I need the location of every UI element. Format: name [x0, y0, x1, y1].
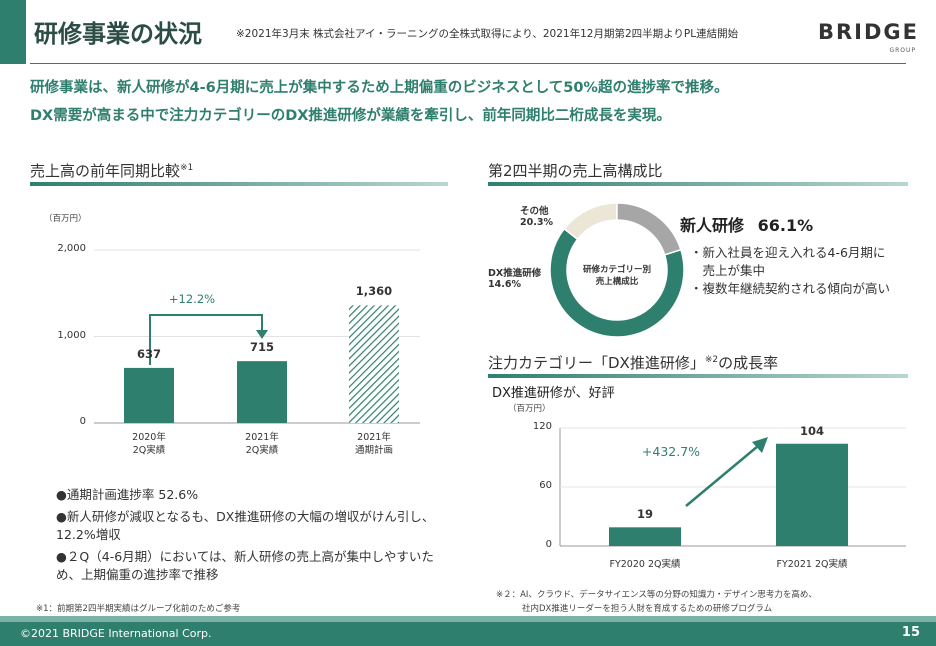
donut-label-other: その他 20.3%	[520, 203, 553, 228]
dx-growth-subtitle: DX推進研修が、好評	[492, 386, 615, 401]
donut-label-dx-name: DX推進研修	[488, 268, 542, 279]
left-unit-label: （百万円）	[44, 214, 87, 224]
right-unit-label: （百万円）	[508, 404, 551, 414]
lead-line-1: 研修事業は、新人研修が4-6月期に売上が集中するため上期偏重のビジネスとして50…	[30, 80, 729, 96]
right-top-bullets: ・新入社員を迎え入れる4-6月期に 売上が集中 ・複数年継続契約される傾向が高い	[690, 244, 920, 298]
right-bar-value-label: 104	[799, 423, 824, 438]
right-bar	[776, 443, 848, 546]
donut-center-line-1: 研修カテゴリー別	[582, 265, 651, 275]
main-segment-pct: 66.1%	[757, 216, 814, 235]
donut-slice	[616, 202, 682, 256]
left-growth-label: +12.2%	[168, 292, 216, 306]
sales-comparison-title-sup: ※1	[180, 163, 194, 173]
right-y-tick-label: 0	[545, 539, 552, 550]
left-x-tick-line: 2Q実績	[132, 445, 166, 456]
donut-slice	[563, 202, 618, 241]
dx-growth-title-sup: ※2	[704, 355, 719, 365]
footer-accent-strip	[0, 616, 936, 622]
left-x-tick-label: 2021年通期計画	[329, 431, 419, 457]
left-bullet-1: ●通期計画進捗率 52.6%	[56, 487, 199, 502]
left-x-tick-line: 2021年	[357, 432, 391, 443]
logo-sub-text: GROUP	[889, 47, 916, 54]
dx-growth-title-text: 注力カテゴリー「DX推進研修」	[488, 354, 705, 372]
left-bar-value-label: 715	[249, 340, 274, 355]
left-y-tick-label: 1,000	[57, 329, 86, 341]
page-title: 研修事業の状況	[34, 20, 202, 48]
growth-bracket	[149, 314, 263, 365]
left-bullet-2: ●新人研修が減収となるも、DX推進研修の大幅の増収がけん引し、12.2%増収	[56, 509, 435, 542]
left-bar	[124, 367, 174, 423]
bridge-logo: BRIDGE GROUP	[818, 20, 918, 56]
left-x-tick-line: 通期計画	[354, 445, 393, 456]
left-bullet-3: ●２Q（4-6月期）においては、新人研修の売上高が集中しやすいため、上期偏重の進…	[56, 549, 434, 582]
right-growth-label: +432.7%	[641, 444, 701, 459]
footer	[0, 622, 936, 646]
sales-comparison-title-text: 売上高の前年同期比較	[30, 162, 181, 180]
left-y-tick-label: 0	[79, 416, 86, 427]
page-number: 15	[901, 625, 920, 640]
donut-label-dx: DX推進研修 14.6%	[488, 265, 541, 290]
sales-comparison-title: 売上高の前年同期比較※1	[30, 160, 193, 181]
left-bullets: ●通期計画進捗率 52.6% ●新人研修が減収となるも、DX推進研修の大幅の増収…	[56, 486, 446, 584]
left-bar-value-label: 1,360	[355, 284, 393, 299]
composition-title: 第2四半期の売上高構成比	[488, 162, 663, 180]
donut-label-other-name: その他	[520, 206, 549, 217]
logo-main-text: BRIDGE	[818, 20, 920, 44]
right-x-tick-label: FY2021 2Q実績	[776, 559, 848, 570]
donut-label-other-pct: 20.3%	[520, 217, 553, 228]
composition-title-bar	[488, 182, 908, 186]
right-footnote-2: 社内DX推進リーダーを担う人財を育成するための研修プログラム	[522, 604, 773, 614]
left-bar-value-label: 637	[136, 346, 161, 361]
right-y-tick-label: 60	[539, 480, 552, 491]
sales-comparison-title-bar	[30, 182, 448, 186]
left-bar	[349, 305, 399, 423]
left-x-tick-label: 2020年 2Q実績	[104, 431, 194, 457]
growth-arrow-head	[752, 437, 768, 453]
left-bar	[237, 361, 287, 423]
dx-growth-title-tail: の成長率	[718, 354, 779, 372]
donut-slice	[549, 227, 685, 338]
right-bar	[609, 527, 681, 546]
main-segment-label: 新人研修	[680, 216, 745, 235]
left-x-tick-line: 2021年	[245, 432, 279, 443]
donut-center-label: 研修カテゴリー別 売上構成比	[572, 264, 662, 288]
lead-line-2: DX需要が高まる中で注力カテゴリーのDX推進研修が業績を牽引し、前年同期比二桁成…	[30, 108, 671, 124]
left-footnote: ※1：前期第2四半期実績はグループ化前のためご参考	[36, 604, 241, 614]
growth-bracket-arrowhead	[256, 330, 268, 339]
donut-center-line-2: 売上構成比	[595, 277, 639, 287]
right-y-tick-label: 120	[532, 421, 552, 432]
left-x-tick-label: 2021年 2Q実績	[217, 431, 307, 457]
dx-growth-title-bar	[488, 374, 908, 378]
left-x-tick-line: 2Q実績	[245, 445, 279, 456]
dx-growth-title: 注力カテゴリー「DX推進研修」※2の成長率	[488, 352, 778, 373]
right-x-tick-label: FY2020 2Q実績	[609, 559, 681, 570]
header-note: ※2021年3月末 株式会社アイ・ラーニングの全株式取得により、2021年12月…	[236, 28, 739, 40]
footer-copyright: ©2021 BRIDGE International Corp.	[20, 627, 212, 640]
donut-label-dx-pct: 14.6%	[488, 279, 521, 290]
left-y-tick-label: 2,000	[57, 243, 86, 254]
header	[0, 0, 936, 64]
right-footnote-1: ※２：AI、クラウド、データサイエンス等の分野の知識力・デザイン思考力を高め、	[496, 590, 817, 600]
header-divider	[30, 63, 906, 64]
right-top-bullet-3: ・複数年継続契約される傾向が高い	[690, 281, 891, 296]
growth-arrow-line	[685, 445, 759, 507]
right-top-bullet-2: 売上が集中	[690, 263, 766, 278]
right-top-bullet-1: ・新入社員を迎え入れる4-6月期に	[690, 245, 886, 260]
header-accent-band	[0, 0, 26, 64]
main-segment-heading: 新人研修 66.1%	[680, 212, 813, 236]
left-x-tick-line: 2020年	[132, 432, 166, 443]
right-bar-value-label: 19	[636, 507, 653, 522]
